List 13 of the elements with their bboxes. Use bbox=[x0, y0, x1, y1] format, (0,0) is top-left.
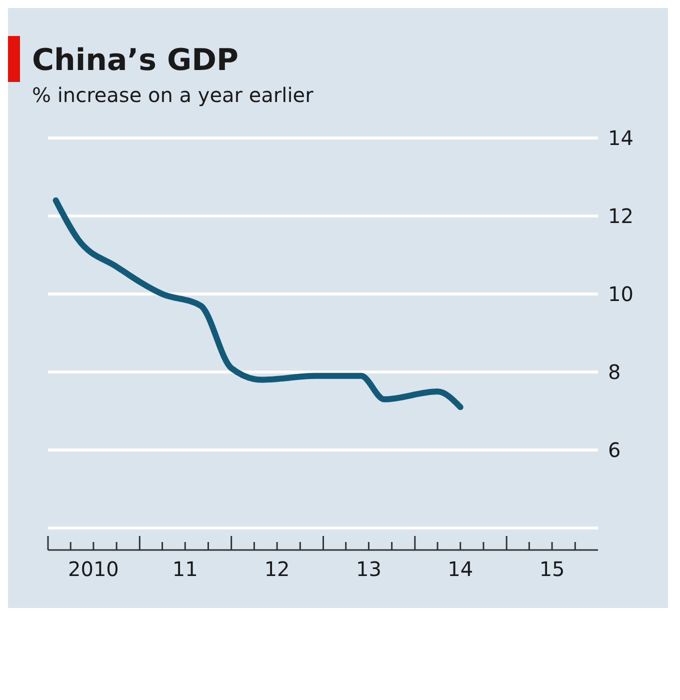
y-tick-label: 8 bbox=[608, 360, 621, 384]
x-tick-label: 13 bbox=[356, 557, 382, 581]
y-tick-label: 10 bbox=[608, 282, 634, 306]
y-tick-label: 12 bbox=[608, 204, 634, 228]
y-tick-label: 14 bbox=[608, 126, 634, 150]
x-tick-label: 2010 bbox=[68, 557, 119, 581]
chart-subtitle: % increase on a year earlier bbox=[32, 83, 314, 107]
y-tick-label: 6 bbox=[608, 438, 621, 462]
x-tick-label: 12 bbox=[264, 557, 290, 581]
x-tick-label: 11 bbox=[172, 557, 198, 581]
chart-title: China’s GDP bbox=[32, 43, 238, 78]
x-tick-label: 15 bbox=[539, 557, 565, 581]
x-tick-label: 14 bbox=[448, 557, 474, 581]
